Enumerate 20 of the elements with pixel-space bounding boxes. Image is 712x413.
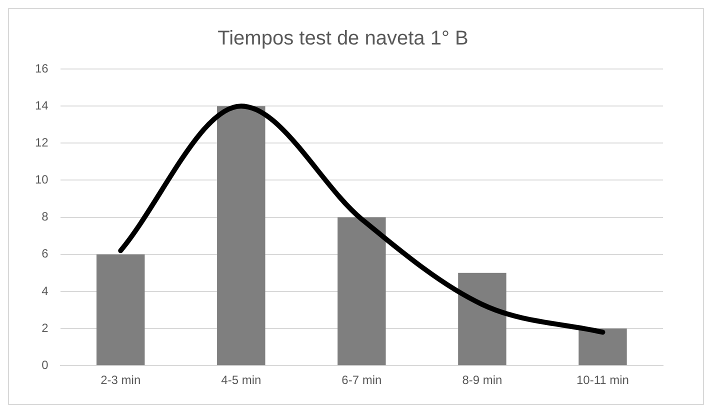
y-tick-label: 16: [34, 61, 49, 76]
y-tick-label: 6: [42, 246, 49, 261]
y-tick-label: 14: [34, 98, 49, 112]
bar: [217, 106, 266, 366]
bar: [338, 217, 386, 366]
y-tick-label: 2: [42, 320, 49, 335]
y-tick-label: 10: [34, 172, 49, 187]
y-tick-label: 8: [42, 210, 49, 224]
x-tick-label: 4-5 min: [221, 373, 262, 388]
x-tick-label: 10-11 min: [576, 373, 629, 388]
bar: [96, 254, 145, 366]
bar: [458, 272, 506, 366]
chart-title: Tiempos test de naveta 1° B: [218, 28, 468, 50]
x-tick-label: 6-7 min: [342, 373, 382, 388]
bar: [578, 328, 627, 366]
y-tick-label: 0: [42, 358, 49, 372]
y-tick-label: 4: [42, 284, 49, 298]
x-tick-label: 2-3 min: [100, 373, 141, 388]
y-tick-label: 12: [34, 135, 49, 150]
x-tick-label: 8-9 min: [462, 373, 502, 388]
